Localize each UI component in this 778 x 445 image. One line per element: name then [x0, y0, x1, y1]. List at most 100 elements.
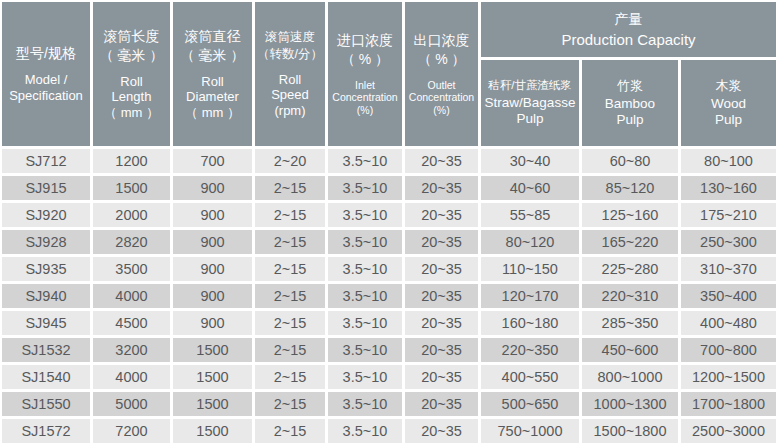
table-cell: 2~15 — [255, 257, 325, 281]
table-cell: 165~220 — [582, 230, 678, 254]
header-straw-bagasse-pulp: 秸秆/甘蔗渣纸浆 Straw/Bagasse Pulp — [481, 60, 579, 146]
table-cell: 900 — [173, 257, 252, 281]
table-cell: 125~160 — [582, 203, 678, 227]
table-cell: 2500~3000 — [681, 419, 776, 443]
header-bamboo-en: Bamboo Pulp — [605, 96, 655, 129]
table-cell: 1500 — [173, 365, 252, 389]
table-cell: 220~350 — [481, 338, 579, 362]
table-cell: 2~15 — [255, 311, 325, 335]
table-cell: 900 — [173, 284, 252, 308]
table-cell: 285~350 — [582, 311, 678, 335]
table-cell: 225~280 — [582, 257, 678, 281]
table-cell: 20~35 — [405, 203, 478, 227]
table-cell: 3.5~10 — [328, 203, 402, 227]
table-cell: 1000~1300 — [582, 392, 678, 416]
header-roll-length: 滚筒长度 （ 毫米 ） Roll Length （ mm ） — [93, 2, 170, 146]
model-cell: SJ1540 — [2, 365, 90, 389]
header-capacity-zh: 产量 — [615, 10, 643, 29]
table-cell: 20~35 — [405, 149, 478, 173]
header-inlet-en: Inlet Concentration (%) — [332, 79, 397, 117]
model-cell: SJ1550 — [2, 392, 90, 416]
header-roll-diameter-zh: 滚筒直径 （ 毫米 ） — [181, 27, 245, 65]
table-cell: 1700~1800 — [681, 392, 776, 416]
table-cell: 20~35 — [405, 230, 478, 254]
header-roll-speed: 滚筒速度 （转数/分） Roll Speed (rpm) — [255, 2, 325, 146]
table-cell: 120~170 — [481, 284, 579, 308]
table-cell: 20~35 — [405, 338, 478, 362]
header-roll-diameter: 滚筒直径 （ 毫米 ） Roll Diameter （ mm ） — [173, 2, 252, 146]
table-cell: 2~15 — [255, 338, 325, 362]
table-cell: 2~15 — [255, 203, 325, 227]
header-production-capacity-group: 产量 Production Capacity 秸秆/甘蔗渣纸浆 Straw/Ba… — [481, 2, 776, 146]
header-straw-zh: 秸秆/甘蔗渣纸浆 — [488, 78, 572, 94]
table-cell: 3.5~10 — [328, 149, 402, 173]
table-cell: 130~160 — [681, 176, 776, 200]
table-cell: 700~800 — [681, 338, 776, 362]
table-cell: 3.5~10 — [328, 419, 402, 443]
table-cell: 450~600 — [582, 338, 678, 362]
model-cell: SJ935 — [2, 257, 90, 281]
table-cell: 160~180 — [481, 311, 579, 335]
table-cell: 20~35 — [405, 365, 478, 389]
table-cell: 2~15 — [255, 419, 325, 443]
header-roll-speed-zh: 滚筒速度 （转数/分） — [257, 29, 323, 63]
header-outlet-zh: 出口浓度 （ % ） — [414, 31, 470, 69]
table-cell: 4000 — [93, 284, 170, 308]
table-cell: 7200 — [93, 419, 170, 443]
table-cell: 800~1000 — [582, 365, 678, 389]
model-cell: SJ1532 — [2, 338, 90, 362]
table-cell: 1500~1800 — [582, 419, 678, 443]
table-cell: 3.5~10 — [328, 257, 402, 281]
header-outlet-en: Outlet Concentration (%) — [409, 79, 474, 117]
header-inlet-concentration: 进口浓度 （ % ） Inlet Concentration (%) — [328, 2, 402, 146]
table-cell: 250~300 — [681, 230, 776, 254]
table-cell: 2~15 — [255, 284, 325, 308]
table-cell: 750~1000 — [481, 419, 579, 443]
header-capacity-en: Production Capacity — [561, 31, 695, 49]
header-roll-length-zh: 滚筒长度 （ 毫米 ） — [100, 27, 164, 65]
table-cell: 5000 — [93, 392, 170, 416]
table-cell: 3.5~10 — [328, 338, 402, 362]
table-cell: 20~35 — [405, 176, 478, 200]
table-cell: 30~40 — [481, 149, 579, 173]
table-cell: 350~400 — [681, 284, 776, 308]
table-cell: 20~35 — [405, 284, 478, 308]
model-cell: SJ920 — [2, 203, 90, 227]
table-cell: 20~35 — [405, 311, 478, 335]
table-cell: 3.5~10 — [328, 284, 402, 308]
table-cell: 3.5~10 — [328, 311, 402, 335]
model-cell: SJ1572 — [2, 419, 90, 443]
table-cell: 80~100 — [681, 149, 776, 173]
table-cell: 1500 — [173, 419, 252, 443]
table-cell: 20~35 — [405, 392, 478, 416]
table-cell: 1200 — [93, 149, 170, 173]
table-cell: 80~120 — [481, 230, 579, 254]
model-cell: SJ915 — [2, 176, 90, 200]
table-cell: 3200 — [93, 338, 170, 362]
table-cell: 3.5~10 — [328, 230, 402, 254]
table-cell: 3.5~10 — [328, 392, 402, 416]
table-cell: 110~150 — [481, 257, 579, 281]
table-cell: 2~15 — [255, 365, 325, 389]
table-cell: 1200~1500 — [681, 365, 776, 389]
header-roll-diameter-en: Roll Diameter （ mm ） — [185, 74, 240, 122]
table-cell: 2~15 — [255, 230, 325, 254]
header-bamboo-pulp: 竹浆 Bamboo Pulp — [582, 60, 678, 146]
table-cell: 400~480 — [681, 311, 776, 335]
table-cell: 900 — [173, 230, 252, 254]
model-cell: SJ940 — [2, 284, 90, 308]
header-inlet-zh: 进口浓度 （ % ） — [337, 31, 393, 69]
table-cell: 220~310 — [582, 284, 678, 308]
model-cell: SJ712 — [2, 149, 90, 173]
header-wood-pulp: 木浆 Wood Pulp — [681, 60, 776, 146]
table-cell: 20~35 — [405, 257, 478, 281]
table-cell: 700 — [173, 149, 252, 173]
header-straw-en: Straw/Bagasse Pulp — [485, 95, 576, 128]
table-cell: 175~210 — [681, 203, 776, 227]
header-roll-speed-en: Roll Speed (rpm) — [271, 72, 309, 120]
model-cell: SJ945 — [2, 311, 90, 335]
table-cell: 3.5~10 — [328, 365, 402, 389]
table-cell: 900 — [173, 176, 252, 200]
table-cell: 60~80 — [582, 149, 678, 173]
table-cell: 1500 — [173, 338, 252, 362]
